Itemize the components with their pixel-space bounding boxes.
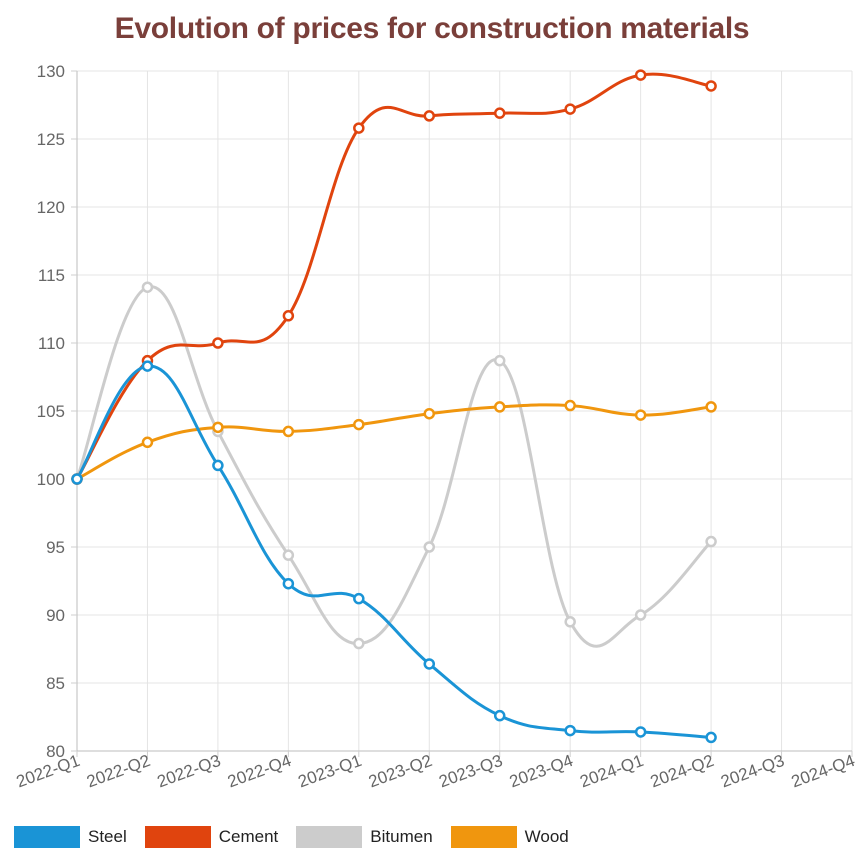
x-tick-label: 2023-Q4 [507, 751, 576, 791]
y-tick-label: 130 [37, 62, 65, 81]
data-point-cement [353, 122, 365, 134]
series-line-steel [75, 364, 713, 739]
x-tick-label: 2024-Q4 [789, 751, 858, 791]
legend-label: Bitumen [370, 827, 433, 846]
legend-swatch [144, 826, 211, 848]
data-point-cement [564, 103, 576, 115]
y-tick-label: 115 [38, 266, 65, 285]
legend-item-cement[interactable]: Cement [144, 826, 279, 848]
series-points [71, 69, 717, 744]
data-point-steel [423, 658, 436, 670]
x-tick-label: 2022-Q4 [225, 751, 294, 791]
data-point-cement [423, 110, 436, 122]
legend-item-bitumen[interactable]: Bitumen [296, 826, 433, 848]
series-line-bitumen [75, 285, 713, 648]
data-point-wood [564, 399, 576, 412]
y-tick-label: 95 [46, 538, 65, 557]
x-tick-label: 2024-Q1 [577, 751, 646, 791]
legend-label: Wood [524, 827, 569, 846]
chart-title: Evolution of prices for construction mat… [114, 12, 750, 45]
data-point-wood [634, 409, 647, 421]
data-point-wood [141, 436, 154, 449]
y-tick-label: 125 [37, 130, 65, 149]
data-point-wood [705, 401, 717, 413]
legend-label: Cement [218, 827, 279, 846]
legend-item-wood[interactable]: Wood [450, 826, 569, 848]
data-point-cement [705, 80, 717, 92]
x-tick-label: 2024-Q2 [648, 751, 717, 791]
x-tick-label: 2023-Q1 [296, 751, 365, 791]
x-tick-label: 2022-Q2 [84, 751, 153, 791]
data-point-wood [423, 407, 436, 420]
y-tick-label: 100 [37, 470, 65, 489]
x-axis-ticks: 2022-Q1 2022-Q2 2022-Q3 2022-Q4 2023-Q1 2023-… [14, 751, 858, 791]
data-point-wood [282, 425, 295, 438]
grid [76, 70, 853, 752]
data-point-bitumen [141, 281, 154, 293]
data-point-cement [212, 337, 224, 349]
y-tick-label: 105 [37, 402, 65, 421]
legend: Steel Cement Bitumen Wood [14, 826, 569, 848]
data-point-steel [564, 724, 576, 737]
x-tick-label: 2023-Q2 [366, 751, 435, 791]
y-tick-label: 80 [46, 742, 65, 761]
y-tick-label: 90 [46, 606, 65, 625]
x-tick-label: 2024-Q3 [718, 751, 787, 791]
legend-swatch [14, 826, 80, 848]
x-tick-label: 2023-Q3 [436, 751, 505, 791]
data-point-wood [353, 418, 365, 431]
legend-item-steel[interactable]: Steel [14, 826, 127, 848]
data-point-steel [493, 709, 506, 722]
y-tick-label: 110 [38, 334, 65, 353]
line-chart: 80 85 90 95 100 105 110 115 120 125 130 2022-Q1 202… [14, 62, 858, 791]
data-point-bitumen [282, 549, 295, 561]
data-point-bitumen [705, 535, 717, 548]
data-point-bitumen [564, 616, 576, 628]
data-point-cement [493, 107, 506, 119]
legend-swatch [296, 826, 363, 848]
y-tick-label: 120 [37, 198, 65, 217]
data-point-steel [71, 473, 83, 485]
data-point-wood [212, 421, 224, 434]
data-point-steel [212, 459, 224, 472]
legend-swatch [450, 826, 517, 848]
data-point-steel [705, 731, 717, 744]
data-point-bitumen [353, 637, 365, 650]
series-line-wood [75, 403, 713, 481]
data-point-steel [141, 360, 154, 372]
y-tick-label: 85 [46, 674, 65, 693]
data-point-steel [634, 726, 647, 738]
data-point-cement [282, 310, 295, 322]
series-lines [75, 72, 713, 739]
data-point-steel [282, 577, 295, 590]
y-axis-ticks: 80 85 90 95 100 105 110 115 120 125 130 [37, 62, 77, 761]
data-point-bitumen [493, 354, 506, 367]
data-point-cement [634, 69, 647, 81]
data-point-steel [353, 592, 365, 605]
data-point-bitumen [423, 541, 436, 553]
legend-label: Steel [88, 827, 127, 846]
data-point-wood [493, 401, 506, 413]
data-point-bitumen [634, 609, 647, 621]
x-tick-label: 2022-Q3 [155, 751, 224, 791]
